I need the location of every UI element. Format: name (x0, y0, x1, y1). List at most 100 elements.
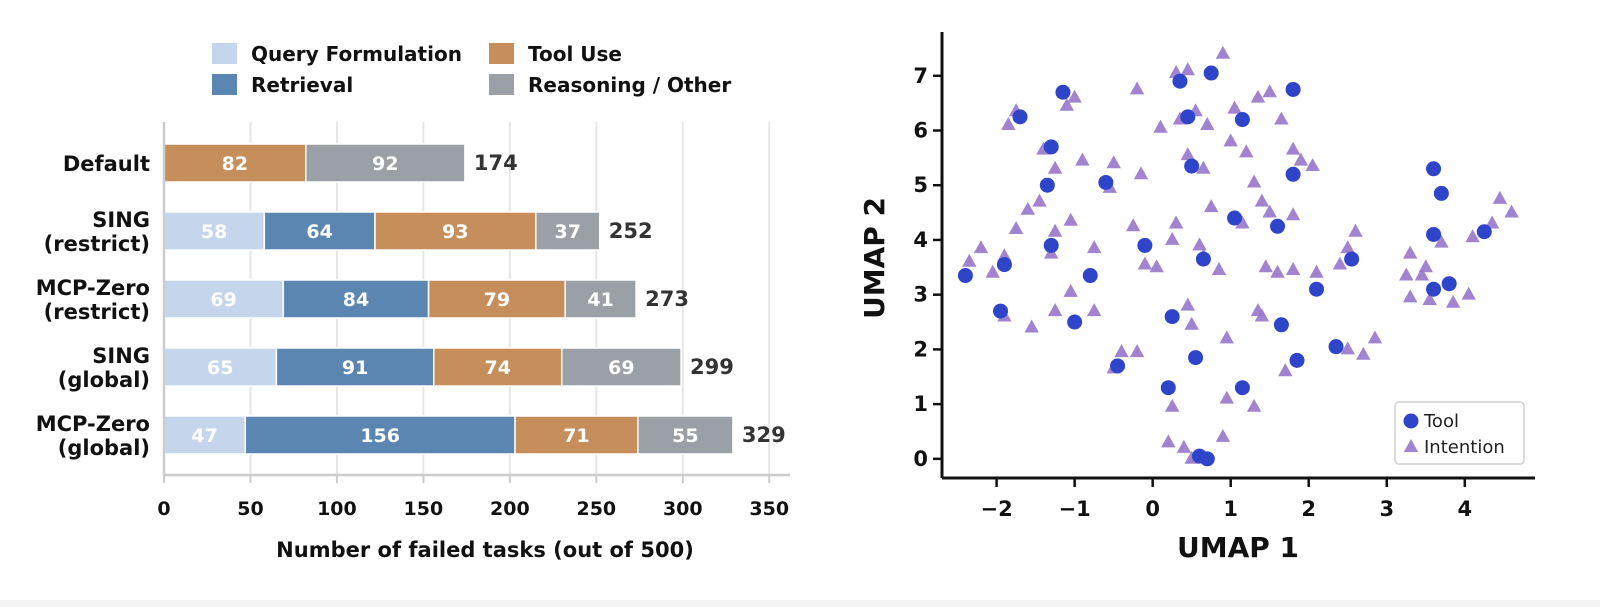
tool-point-23 (1273, 317, 1289, 333)
intention-point-12 (1067, 89, 1082, 103)
bar-category-label-2: MCP-Zero (restrict) (36, 276, 150, 324)
intention-point-67 (1445, 294, 1461, 308)
intention-point-10 (1001, 117, 1016, 130)
bar-segment-label-0-2: 82 (222, 153, 248, 175)
bar-segment-label-4-0: 47 (191, 425, 217, 447)
intention-point-38 (1204, 199, 1219, 213)
tool-point-19 (957, 268, 973, 284)
bar-category-label-0: Default (63, 152, 150, 176)
intention-point-73 (1403, 245, 1418, 259)
bar-category-line: SING (92, 344, 150, 368)
intention-point-23 (1106, 155, 1121, 169)
intention-point-55 (1063, 283, 1078, 297)
tool-point-6 (1234, 112, 1250, 128)
tool-point-8 (1039, 177, 1055, 193)
bar-chart-x-axis-label: Number of failed tasks (out of 500) (276, 538, 694, 562)
scatter-y-tick-label-6: 6 (913, 119, 928, 143)
tool-point-29 (1234, 380, 1250, 396)
bar-total-label-2: 273 (645, 287, 689, 311)
bar-category-line: Default (63, 152, 150, 176)
bar-legend-swatch-1 (212, 74, 237, 95)
tool-point-22 (1067, 314, 1083, 330)
intention-point-65 (1399, 267, 1414, 281)
intention-point-58 (1184, 316, 1199, 330)
intention-point-27 (1246, 174, 1262, 188)
bar-category-label-1: SING (restrict) (44, 208, 150, 256)
tool-point-14 (1043, 237, 1059, 253)
bar-segment-2-3 (564, 279, 637, 319)
intention-point-62 (1340, 341, 1355, 355)
intention-point-76 (1465, 229, 1480, 243)
bar-segment-label-3-0: 65 (207, 357, 233, 379)
intention-point-49 (1192, 237, 1207, 251)
bar-category-line: (restrict) (44, 300, 150, 324)
intention-point-82 (1235, 215, 1250, 229)
intention-point-47 (1137, 256, 1153, 270)
bar-x-tick-label-4: 200 (490, 498, 530, 520)
bar-chart-x-ticks: 0 50 100 150 200 250 300 350 (157, 475, 789, 520)
bar-chart-legend: Query Formulation Retrieval Tool Use Reason… (212, 42, 731, 97)
tool-point-27 (1328, 339, 1344, 355)
tool-point-20 (993, 303, 1009, 319)
intention-point-66 (1414, 267, 1430, 281)
bar-x-tick-label-5: 250 (576, 498, 616, 520)
tool-point-26 (1289, 352, 1305, 368)
tool-point-32 (1309, 281, 1325, 297)
intention-point-87 (1309, 264, 1324, 278)
intention-point-63 (1356, 346, 1371, 360)
bar-total-label-4: 329 (742, 423, 786, 447)
scatter-x-tick-label-4: 2 (1301, 497, 1316, 521)
bar-segment-2-1 (282, 279, 430, 319)
intention-point-81 (1180, 297, 1195, 311)
bar-segment-label-2-3: 41 (587, 289, 613, 311)
bar-chart-bars: 82 92 58 64 93 37 69 84 79 41 65 91 74 69 47 156 71 55 (163, 143, 734, 455)
tool-point-18 (996, 257, 1012, 273)
intention-point-25 (1180, 147, 1195, 161)
intention-point-44 (985, 264, 1000, 278)
bar-x-tick-label-1: 50 (237, 498, 263, 520)
bar-segment-1-1 (263, 211, 376, 251)
bar-segment-label-4-1: 156 (360, 425, 400, 447)
bar-category-line: SING (92, 208, 150, 232)
tool-point-35 (1433, 185, 1449, 201)
bar-segment-label-1-1: 64 (306, 221, 332, 243)
intention-point-84 (1270, 264, 1285, 278)
bar-segment-2-0 (163, 279, 285, 319)
tool-point-39 (1476, 224, 1492, 240)
bar-legend-swatch-2 (489, 43, 514, 64)
tool-point-16 (1195, 251, 1211, 267)
intention-point-9 (1059, 97, 1074, 111)
scatter-y-tick-label-1: 1 (913, 392, 928, 416)
tool-point-38 (1441, 276, 1457, 292)
intention-point-95 (1219, 390, 1234, 404)
intention-point-5 (1227, 100, 1242, 114)
intention-point-86 (1340, 240, 1355, 254)
intention-point-21 (1047, 160, 1063, 174)
scatter-y-axis-label: UMAP 2 (858, 197, 891, 319)
intention-point-78 (1168, 215, 1184, 229)
intention-point-75 (1434, 234, 1449, 248)
bar-segment-label-2-2: 79 (484, 289, 510, 311)
bar-x-tick-label-6: 300 (663, 498, 703, 520)
intention-point-74 (1418, 259, 1433, 273)
intention-point-69 (1492, 190, 1508, 204)
scatter-y-tick-label-4: 4 (913, 228, 928, 252)
intention-point-85 (1348, 223, 1363, 237)
intention-point-39 (1262, 204, 1277, 218)
tool-point-7 (1043, 139, 1059, 155)
bar-segment-4-2 (514, 415, 639, 455)
scatter-legend-marker-1 (1403, 439, 1419, 452)
intention-point-88 (1332, 256, 1348, 270)
intention-point-42 (962, 253, 977, 267)
bar-segment-label-1-3: 37 (555, 221, 581, 243)
intention-point-89 (1165, 398, 1180, 412)
bar-segment-label-3-1: 91 (342, 357, 368, 379)
scatter-x-tick-label-1: −1 (1059, 497, 1091, 521)
tool-point-33 (1344, 251, 1360, 267)
bar-segment-4-0 (163, 415, 247, 455)
intention-point-83 (1250, 303, 1266, 317)
bar-total-label-0: 174 (474, 151, 518, 175)
